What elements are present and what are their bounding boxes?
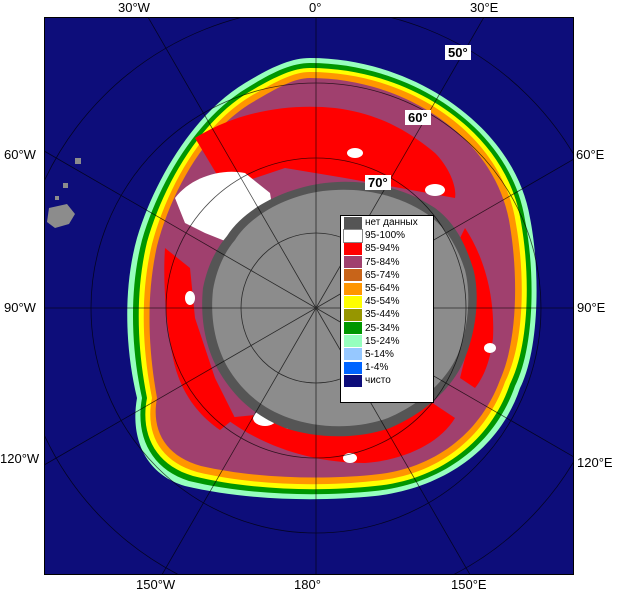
legend-item: 75-84% xyxy=(341,256,433,269)
legend-label: 35-44% xyxy=(365,309,400,321)
map-canvas xyxy=(45,18,573,574)
lon-label-150w-bottom: 150°W xyxy=(136,577,176,592)
legend-label: 25-34% xyxy=(365,322,400,334)
legend-swatch xyxy=(344,322,362,335)
legend-swatch xyxy=(344,216,362,229)
legend-swatch xyxy=(344,335,362,348)
sea-ice-map: 50° 60° 70° xyxy=(44,17,574,575)
legend-item: 95-100% xyxy=(341,228,433,243)
legend-swatch xyxy=(344,374,362,387)
legend-label: 65-74% xyxy=(365,269,400,281)
lon-label-90w-left: 90°W xyxy=(4,300,36,315)
legend-label: 45-54% xyxy=(365,296,400,308)
legend-item: 25-34% xyxy=(341,322,433,335)
legend-item: 5-14% xyxy=(341,348,433,361)
lon-label-90e-right: 90°E xyxy=(577,300,606,315)
legend-swatch xyxy=(344,242,362,255)
lat-label-70: 70° xyxy=(365,175,391,190)
lon-label-120e-right: 120°E xyxy=(577,455,613,470)
southern-south-america xyxy=(47,158,81,228)
legend-swatch xyxy=(344,256,362,269)
legend-swatch xyxy=(344,282,362,295)
lon-label-120w-left: 120°W xyxy=(0,451,40,466)
legend-item: 85-94% xyxy=(341,242,433,255)
lon-label-60w-left: 60°W xyxy=(4,147,36,162)
lon-label-150e-bottom: 150°E xyxy=(451,577,487,592)
lon-label-180-bottom: 180° xyxy=(294,577,321,592)
lon-label-30w-top: 30°W xyxy=(118,0,150,15)
legend-item: 55-64% xyxy=(341,282,433,295)
legend-label: 5-14% xyxy=(365,348,394,360)
legend-label: 95-100% xyxy=(365,230,406,242)
legend-item: нет данных xyxy=(341,216,433,229)
legend-swatch xyxy=(344,269,362,282)
legend-label: 75-84% xyxy=(365,256,400,268)
legend-label: 55-64% xyxy=(365,283,400,295)
legend-item: 15-24% xyxy=(341,335,433,348)
lat-label-50: 50° xyxy=(445,45,471,60)
lon-label-30e-top: 30°E xyxy=(470,0,499,15)
legend-item: 1-4% xyxy=(341,361,433,374)
legend-label: 15-24% xyxy=(365,335,400,347)
legend-item: 35-44% xyxy=(341,308,433,321)
legend-item: 65-74% xyxy=(341,269,433,282)
legend-swatch xyxy=(344,361,362,374)
legend-item: 45-54% xyxy=(341,295,433,308)
lat-label-60: 60° xyxy=(405,110,431,125)
legend-label: чисто xyxy=(365,375,391,387)
legend-label: 85-94% xyxy=(365,243,400,255)
legend-item: чисто xyxy=(341,374,433,387)
legend-swatch xyxy=(343,228,363,243)
legend-label: 1-4% xyxy=(365,362,389,374)
lon-label-60e-right: 60°E xyxy=(576,147,605,162)
legend-swatch xyxy=(344,308,362,321)
legend-swatch xyxy=(344,348,362,361)
legend-label: нет данных xyxy=(365,217,418,229)
legend-swatch xyxy=(344,295,362,308)
lon-label-0-top: 0° xyxy=(309,0,322,15)
legend: нет данных 95-100% 85-94% 75-84% 65-74% 55-64… xyxy=(340,215,434,403)
